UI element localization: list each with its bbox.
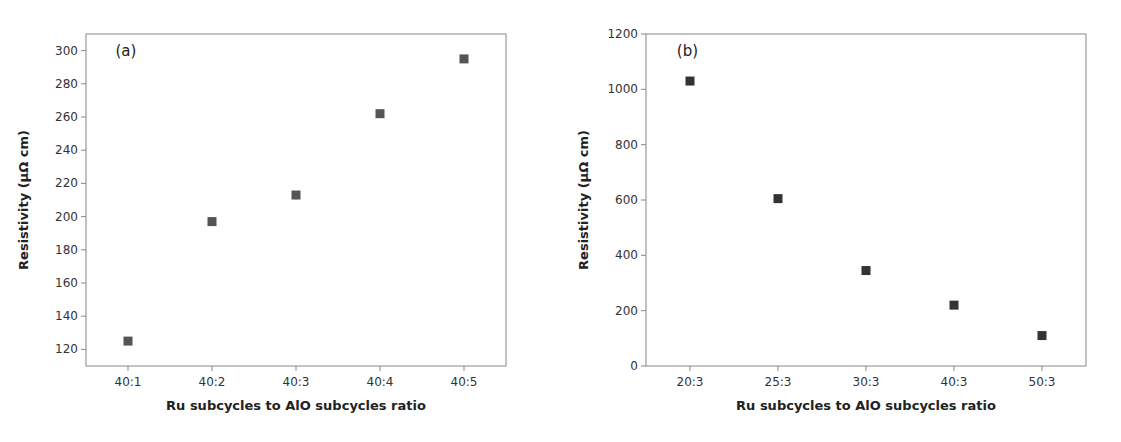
point: [950, 301, 959, 310]
y-tick-label: 220: [55, 176, 78, 190]
x-tick: [866, 366, 867, 371]
point: [460, 54, 469, 63]
y-tick: [81, 349, 86, 350]
y-tick-label: 300: [55, 44, 78, 58]
x-tick: [380, 366, 381, 371]
point: [686, 77, 695, 86]
point: [208, 217, 217, 226]
x-axis-label: Ru subcycles to AlO subcycles ratio: [166, 398, 426, 413]
plot-frame: [646, 34, 1086, 366]
y-tick: [81, 249, 86, 250]
point: [1038, 331, 1047, 340]
x-tick-label: 40:3: [283, 375, 310, 389]
x-tick-label: 40:4: [367, 375, 394, 389]
y-tick-label: 1000: [607, 82, 638, 96]
y-tick: [641, 200, 646, 201]
point: [862, 266, 871, 275]
y-tick: [641, 310, 646, 311]
y-tick: [641, 144, 646, 145]
x-tick-label: 40:5: [451, 375, 478, 389]
y-tick: [81, 50, 86, 51]
x-tick: [954, 366, 955, 371]
x-tick: [1042, 366, 1043, 371]
y-tick: [641, 34, 646, 35]
y-tick: [81, 117, 86, 118]
x-tick-label: 40:2: [199, 375, 226, 389]
y-tick-label: 280: [55, 77, 78, 91]
y-tick-label: 0: [630, 359, 638, 373]
x-tick: [778, 366, 779, 371]
point: [376, 109, 385, 118]
y-tick-label: 800: [615, 138, 638, 152]
y-tick-label: 1200: [607, 27, 638, 41]
y-axis-label: Resistivity (μΩ cm): [16, 130, 31, 270]
x-tick: [690, 366, 691, 371]
plot-frame: [86, 34, 506, 366]
x-tick-label: 25:3: [765, 375, 792, 389]
point: [774, 194, 783, 203]
y-tick: [81, 283, 86, 284]
marks: [686, 77, 1047, 341]
y-tick: [81, 83, 86, 84]
x-tick-label: 50:3: [1029, 375, 1056, 389]
y-tick-label: 200: [615, 304, 638, 318]
y-tick: [81, 216, 86, 217]
y-tick-label: 200: [55, 210, 78, 224]
y-tick: [81, 150, 86, 151]
x-tick-label: 40:1: [115, 375, 142, 389]
panel-label: (a): [115, 42, 136, 60]
y-tick-label: 240: [55, 143, 78, 157]
y-tick: [81, 183, 86, 184]
y-tick-label: 400: [615, 248, 638, 262]
panel: 120 140 160 180 200 220 240 260 280 300 40:1 40:2 40…: [16, 34, 506, 413]
x-axis-label: Ru subcycles to AlO subcycles ratio: [736, 398, 996, 413]
x-tick: [212, 366, 213, 371]
x-tick-label: 30:3: [853, 375, 880, 389]
panel-label: (b): [677, 42, 698, 60]
y-tick: [641, 89, 646, 90]
y-tick-label: 140: [55, 309, 78, 323]
y-tick: [641, 366, 646, 367]
y-tick: [81, 316, 86, 317]
point: [292, 191, 301, 200]
x-tick-label: 20:3: [677, 375, 704, 389]
y-tick-label: 160: [55, 276, 78, 290]
x-tick-label: 40:3: [941, 375, 968, 389]
y-tick-label: 600: [615, 193, 638, 207]
marks: [124, 54, 469, 345]
panel: 0 200 400 600 800 1000 1200 20:3 25:3 30:3 40:3 50:…: [576, 27, 1086, 413]
point: [124, 337, 133, 346]
y-tick: [641, 255, 646, 256]
x-tick: [464, 366, 465, 371]
x-tick: [128, 366, 129, 371]
y-tick-label: 180: [55, 243, 78, 257]
y-tick-label: 260: [55, 110, 78, 124]
y-tick-label: 120: [55, 342, 78, 356]
x-tick: [296, 366, 297, 371]
chart-root: 120 140 160 180 200 220 240 260 280 300 40:1 40:2 40…: [0, 0, 1121, 442]
y-axis-label: Resistivity (μΩ cm): [576, 130, 591, 270]
